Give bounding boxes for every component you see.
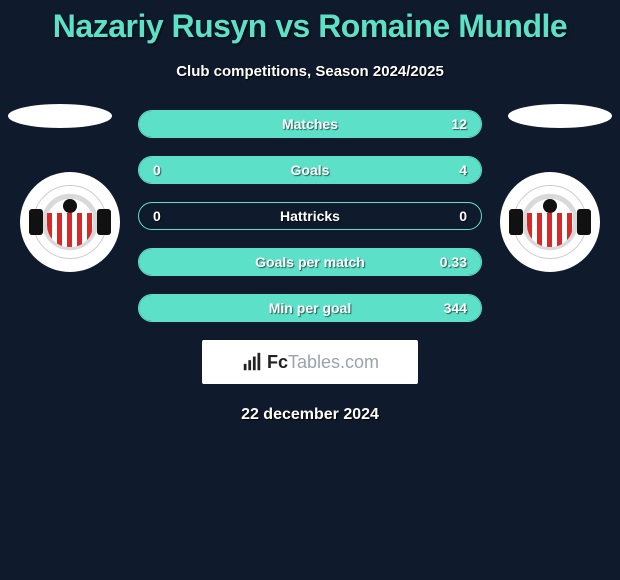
stat-label: Hattricks <box>280 208 340 224</box>
stats-list: Matches 12 0 Goals 4 0 Hattricks 0 Goals per mat… <box>138 110 482 322</box>
subtitle: Club competitions, Season 2024/2025 <box>0 63 620 80</box>
stat-value-right: 0.33 <box>440 254 467 270</box>
stat-row: 0 Goals 4 <box>138 156 482 184</box>
club-badge-right <box>500 172 600 272</box>
stat-label: Goals <box>291 162 330 178</box>
logo-text: FcTables.com <box>267 352 379 373</box>
player-right-avatar-placeholder <box>508 104 612 128</box>
stat-value-right: 344 <box>444 300 467 316</box>
player-left-avatar-placeholder <box>8 104 112 128</box>
bar-chart-icon <box>241 351 263 373</box>
stat-row: 0 Hattricks 0 <box>138 202 482 230</box>
club-badge-left <box>20 172 120 272</box>
stat-value-right: 12 <box>451 116 467 132</box>
date-label: 22 december 2024 <box>0 406 620 424</box>
stat-value-right: 0 <box>459 208 467 224</box>
fctables-logo: FcTables.com <box>202 340 418 384</box>
stat-value-left: 0 <box>153 208 161 224</box>
stat-row: Goals per match 0.33 <box>138 248 482 276</box>
stat-label: Min per goal <box>269 300 351 316</box>
stat-label: Matches <box>282 116 338 132</box>
comparison-panel: Matches 12 0 Goals 4 0 Hattricks 0 Goals per mat… <box>0 110 620 424</box>
stat-value-left: 0 <box>153 162 161 178</box>
stat-label: Goals per match <box>255 254 365 270</box>
page-title: Nazariy Rusyn vs Romaine Mundle <box>0 0 620 45</box>
stat-value-right: 4 <box>459 162 467 178</box>
stat-row: Matches 12 <box>138 110 482 138</box>
stat-row: Min per goal 344 <box>138 294 482 322</box>
